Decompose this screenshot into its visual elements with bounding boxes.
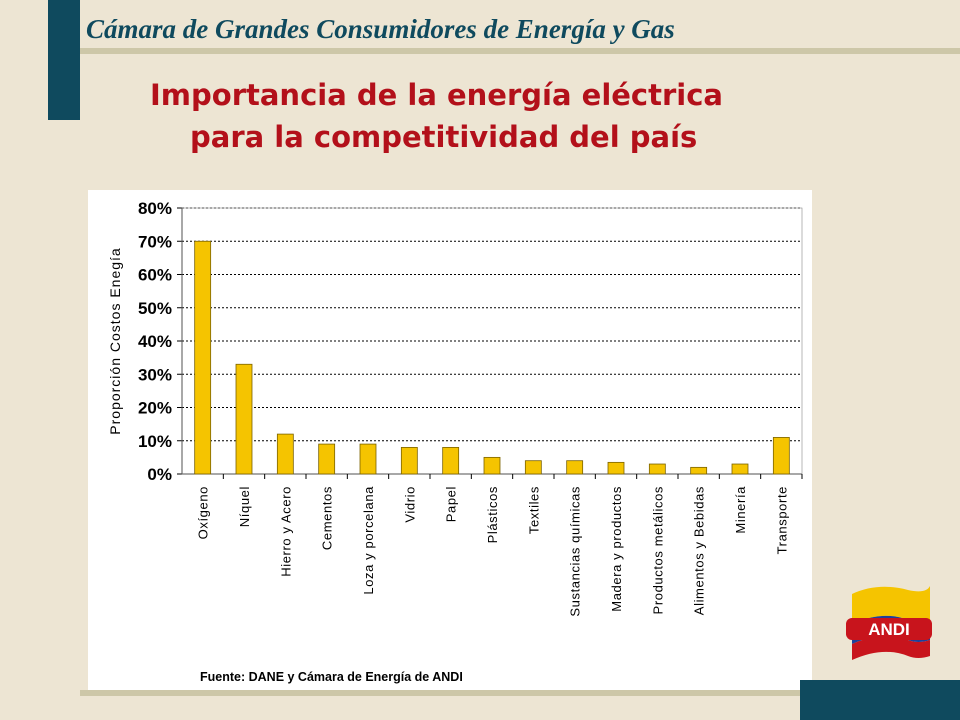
org-title: Cámara de Grandes Consumidores de Energí… [86,14,675,44]
x-tick-label: Loza y porcelana [361,486,376,595]
chart-source: Fuente: DANE y Cámara de Energía de ANDI [200,670,463,684]
y-tick-label: 80% [138,199,172,218]
bar-vidrio [400,446,418,475]
bar-níquel [235,363,253,475]
x-tick-label: Vidrio [402,486,417,523]
y-tick-label: 20% [138,399,172,418]
x-tick-label: Plásticos [485,486,500,543]
bar-textiles [524,460,542,475]
x-tick-label: Níquel [237,486,252,527]
x-tick-label: Cementos [320,486,335,550]
x-tick-label: Minería [733,486,748,534]
bar-alimentos-y-bebidas [690,466,708,475]
bar-cementos [318,443,336,475]
y-axis-label: Proporción Costos Enegía [107,247,123,434]
x-tick-label: Papel [444,486,459,522]
x-tick-label: Oxígeno [196,486,211,539]
bar-hierro-y-acero [276,433,294,475]
logo-text: ANDI [868,620,910,639]
x-tick-label: Transporte [774,486,789,554]
y-tick-label: 70% [138,232,172,251]
bar-plásticos [483,456,501,475]
y-tick-label: 0% [147,465,172,484]
x-tick-label: Hierro y Acero [278,486,293,577]
bar-loza-y-porcelana [359,443,377,475]
bar-oxígeno [194,240,212,475]
slide-title: Importancia de la energía eléctrica para… [150,74,850,158]
y-tick-label: 60% [138,266,172,285]
bar-madera-y-productos [607,461,625,475]
x-tick-label: Alimentos y Bebidas [692,486,707,615]
header-accent-bar [48,0,80,120]
footer-accent-bar [800,680,960,720]
bar-sustancias-químicas [566,460,584,475]
footer-divider [80,690,800,696]
bar-transporte [772,437,790,475]
slide-title-line-1: Importancia de la energía eléctrica [150,78,723,112]
andi-logo: ANDI [846,586,932,660]
x-tick-label: Textiles [526,486,541,534]
bar-papel [442,446,460,475]
y-tick-label: 10% [138,432,172,451]
x-tick-label: Productos metálicos [650,486,665,614]
y-tick-label: 30% [138,365,172,384]
x-tick-label: Madera y productos [609,486,624,612]
bar-minería [731,463,749,475]
x-tick-label: Sustancias químicas [568,486,583,617]
y-tick-label: 50% [138,299,172,318]
slide-title-line-2: para la competitividad del país [190,120,698,154]
y-tick-label: 40% [138,332,172,351]
bar-productos-metálicos [648,463,666,475]
header-divider [80,48,960,54]
